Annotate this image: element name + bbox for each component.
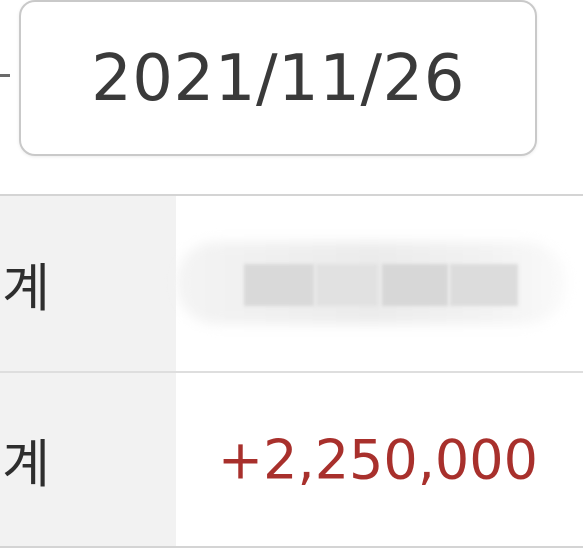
summary-row-header: 계 [0,373,176,546]
summary-row-label: 계 [2,259,50,319]
redacted-value [176,242,566,324]
end-date-field[interactable]: 2021/11/26 [19,0,537,156]
end-date-value: 2021/11/26 [91,42,465,116]
summary-row-value-cell: +2,250,000 [176,373,583,546]
summary-table: 계 계 +2,250,000 [0,194,583,548]
summary-row-label: 계 [2,435,50,495]
total-amount: +2,250,000 [217,428,538,491]
summary-row-header: 계 [0,196,176,371]
date-range-separator [0,74,10,77]
summary-row: 계 +2,250,000 [0,373,583,546]
